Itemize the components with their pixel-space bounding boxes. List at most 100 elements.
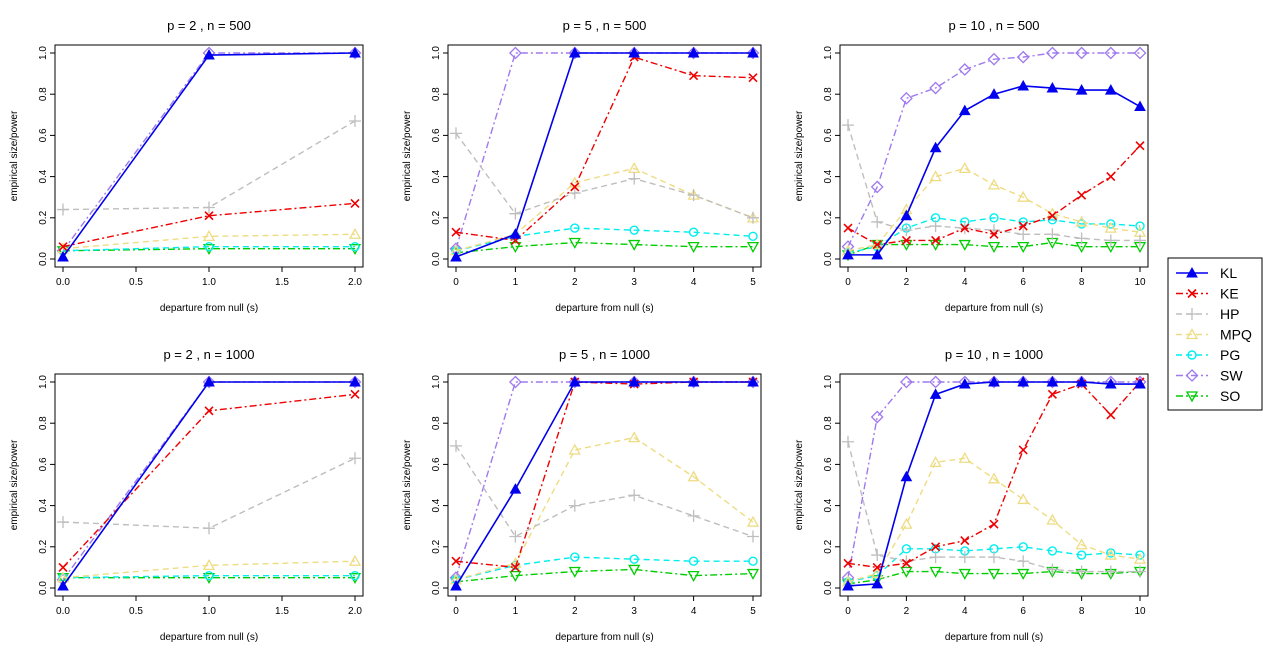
point-hp	[628, 172, 641, 185]
legend-marker-hp	[1186, 308, 1198, 320]
y-tick-label: 0.2	[38, 539, 49, 553]
point-sw	[870, 410, 884, 424]
panel-title: p = 10 , n = 1000	[945, 347, 1043, 362]
series-line-mpq	[847, 167, 1141, 252]
series-line-hp	[455, 132, 754, 219]
series-line-kl	[62, 381, 355, 587]
point-kl	[988, 88, 1000, 99]
x-tick-label: 4	[962, 606, 968, 617]
point-pg	[204, 241, 214, 252]
point-ke	[843, 223, 853, 233]
series-line-sw	[847, 52, 1140, 247]
point-kl	[628, 46, 641, 58]
series-line-ke	[62, 202, 356, 248]
point-hp	[687, 189, 700, 202]
y-tick-label: 0.2	[431, 210, 442, 224]
point-pg	[1047, 546, 1058, 556]
point-ke	[1106, 410, 1116, 420]
point-sw	[508, 375, 522, 389]
x-tick-label: 0.0	[56, 606, 70, 617]
y-tick-label: 1.0	[431, 375, 442, 389]
point-hp	[509, 207, 522, 220]
x-axis-label: departure from null (s)	[945, 303, 1043, 314]
point-mpq	[1046, 513, 1059, 525]
point-kl	[568, 375, 581, 387]
point-ke	[1077, 190, 1087, 200]
point-ke	[451, 556, 461, 566]
y-tick-label: 0.4	[431, 169, 442, 183]
point-hp	[747, 211, 759, 224]
point-kl	[929, 388, 942, 399]
point-ke	[931, 235, 941, 246]
legend-box	[1167, 257, 1263, 411]
point-kl	[1134, 378, 1146, 389]
y-tick-label: 0.4	[38, 498, 49, 512]
point-kl	[958, 378, 971, 389]
panel-4: p = 2 , n = 1000 0.0 0.5 1.0 1.5 2.0 0.0 0.2 0.4…	[9, 347, 364, 643]
point-ke	[1018, 221, 1028, 231]
x-tick-label: 10	[1134, 277, 1146, 288]
point-sw	[870, 180, 884, 194]
series-line-pg	[847, 546, 1141, 583]
y-tick-label: 0.0	[823, 581, 834, 595]
point-hp	[1017, 555, 1030, 568]
point-sw	[929, 375, 943, 389]
x-tick-label: 5	[750, 606, 756, 617]
x-tick-label: 2	[904, 606, 910, 617]
y-tick-label: 0.8	[431, 416, 442, 430]
point-kl	[349, 46, 361, 58]
y-tick-label: 0.8	[38, 416, 49, 430]
point-kl	[57, 579, 69, 591]
y-tick-label: 0.6	[823, 457, 834, 471]
point-kl	[57, 250, 69, 262]
point-hp	[687, 509, 700, 522]
point-kl	[900, 470, 913, 482]
y-axis-label: empirical size/power	[794, 439, 805, 530]
point-ke	[843, 558, 853, 568]
point-sw	[1104, 46, 1118, 60]
y-tick-label: 0.2	[823, 210, 834, 224]
x-tick-label: 1.0	[202, 606, 216, 617]
point-so	[958, 568, 971, 580]
panel-title: p = 2 , n = 500	[167, 18, 251, 33]
point-mpq	[348, 227, 362, 239]
point-so	[929, 566, 942, 578]
point-mpq	[568, 443, 581, 455]
x-tick-label: 2.0	[348, 606, 362, 617]
point-mpq	[958, 451, 971, 463]
point-mpq	[628, 431, 641, 443]
y-axis-label: empirical size/power	[794, 110, 805, 201]
x-axis-label: departure from null (s)	[555, 632, 653, 643]
point-kl	[450, 250, 462, 262]
point-hp	[628, 489, 641, 502]
point-hp	[1075, 232, 1088, 245]
legend-label-sw: SW	[1220, 368, 1243, 384]
series-line-so	[62, 247, 355, 252]
point-pg	[748, 556, 758, 566]
y-axis-label: empirical size/power	[402, 439, 413, 530]
x-axis-label: departure from null (s)	[160, 303, 258, 314]
y-tick-label: 1.0	[38, 46, 49, 60]
point-hp	[1104, 565, 1117, 578]
point-kl	[1075, 375, 1088, 387]
y-tick-label: 0.6	[823, 128, 834, 142]
x-tick-label: 1.0	[202, 277, 216, 288]
point-pg	[688, 556, 699, 566]
point-mpq	[987, 178, 1001, 190]
point-kl	[687, 46, 700, 58]
point-kl	[842, 579, 854, 591]
point-so	[628, 239, 641, 251]
x-tick-label: 1.5	[275, 277, 289, 288]
plot-frame	[839, 44, 1149, 268]
x-tick-label: 0	[453, 606, 459, 617]
y-axis-label: empirical size/power	[402, 110, 413, 201]
x-tick-label: 1	[513, 606, 519, 617]
legend-label-mpq: MPQ	[1220, 327, 1252, 343]
y-tick-label: 1.0	[823, 46, 834, 60]
x-tick-label: 2	[572, 606, 578, 617]
point-pg	[629, 225, 639, 235]
point-hp	[929, 551, 942, 564]
point-so	[900, 566, 913, 578]
point-hp	[871, 215, 884, 228]
point-so	[746, 241, 760, 253]
